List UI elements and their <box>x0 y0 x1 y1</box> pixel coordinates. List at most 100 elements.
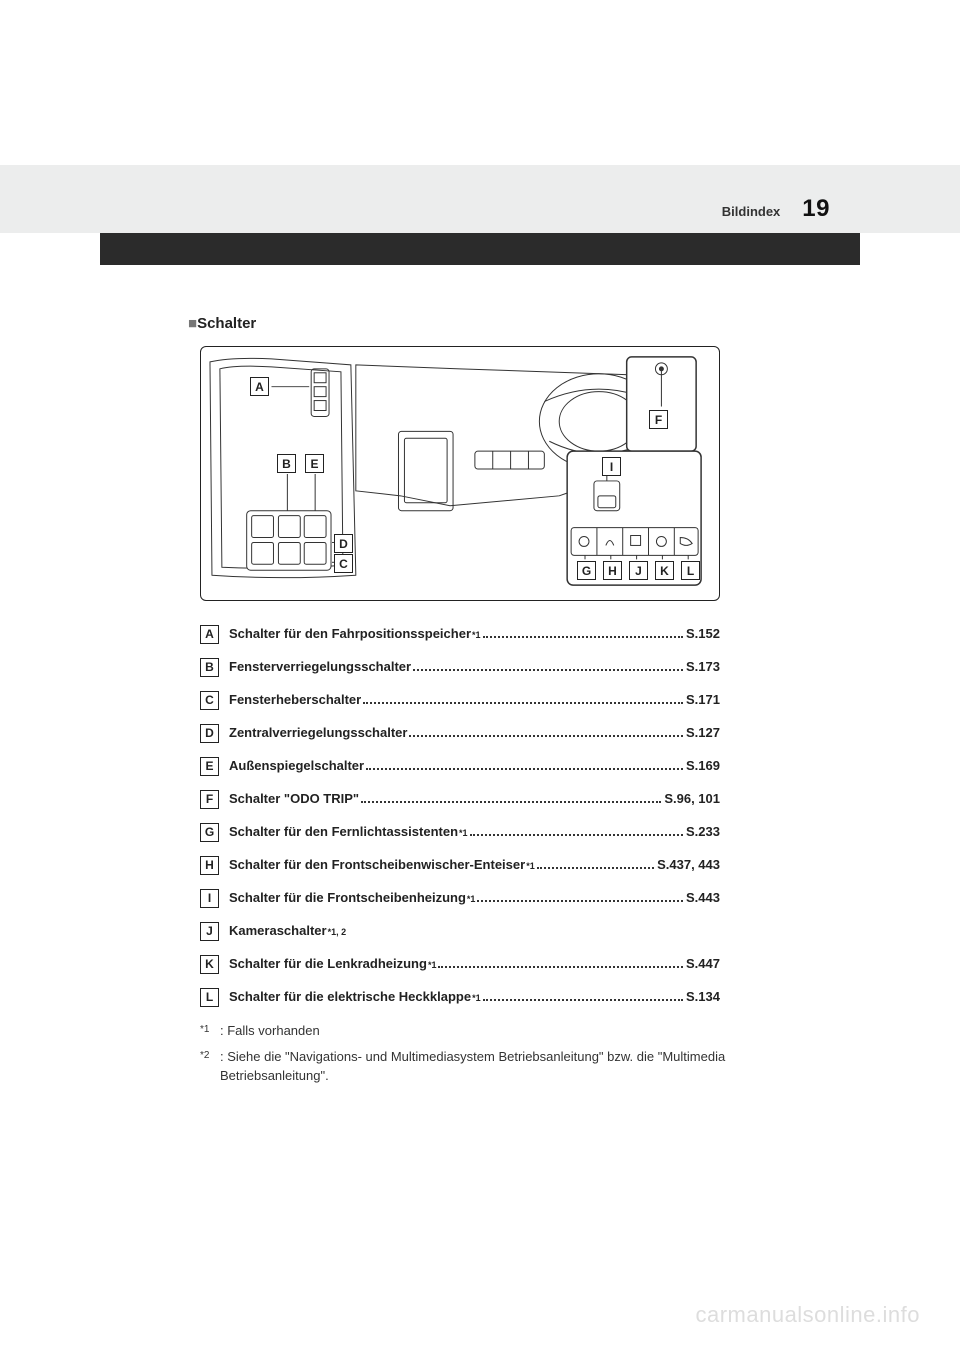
list-superscript: *1 <box>428 959 437 972</box>
list-superscript: *1 <box>472 992 481 1005</box>
list-page-ref: S.437, 443 <box>657 856 720 874</box>
diagram-callout-b: B <box>277 454 296 473</box>
list-letter-box: A <box>200 625 219 644</box>
watermark: carmanualsonline.info <box>695 1302 920 1328</box>
diagram-callout-k: K <box>655 561 674 580</box>
section-label: Bildindex <box>722 204 781 219</box>
list-row: G Schalter für den Fernlichtassistenten*1… <box>200 823 720 842</box>
list-page-ref: S.127 <box>686 724 720 742</box>
list-row-text: Schalter für die elektrische Heckklappe*… <box>229 988 720 1006</box>
diagram-callout-i: I <box>602 457 621 476</box>
list-label: Zentralverriegelungsschalter <box>229 724 407 742</box>
page-header: Bildindex 19 <box>722 195 830 223</box>
list-row: L Schalter für die elektrische Heckklappe… <box>200 988 720 1007</box>
list-label: Schalter für den Frontscheibenwischer-En… <box>229 856 525 874</box>
list-label: Fensterheberschalter <box>229 691 361 709</box>
list-superscript: *1 <box>526 860 535 873</box>
list-superscript: *1, 2 <box>328 926 347 939</box>
list-page-ref: S.152 <box>686 625 720 643</box>
list-row-text: Zentralverriegelungsschalter S.127 <box>229 724 720 742</box>
list-letter-box: E <box>200 757 219 776</box>
list-row: B Fensterverriegelungsschalter S.173 <box>200 658 720 677</box>
list-row-text: Schalter für den Fahrpositionsspeicher*1… <box>229 625 720 643</box>
list-letter-box: L <box>200 988 219 1007</box>
list-label: Schalter für die elektrische Heckklappe <box>229 988 471 1006</box>
page-number: 19 <box>802 195 830 223</box>
list-label: Schalter "ODO TRIP" <box>229 790 359 808</box>
footnote-text: : Siehe die "Navigations- und Multimedia… <box>220 1047 740 1086</box>
list-row: E Außenspiegelschalter S.169 <box>200 757 720 776</box>
list-letter-box: I <box>200 889 219 908</box>
diagram-callout-a: A <box>250 377 269 396</box>
diagram-callout-c: C <box>334 554 353 573</box>
leader-dots <box>361 801 661 803</box>
list-letter-box: D <box>200 724 219 743</box>
leader-dots <box>366 768 683 770</box>
list-page-ref: S.443 <box>686 889 720 907</box>
list-superscript: *1 <box>467 893 476 906</box>
leader-dots <box>537 867 654 869</box>
list-row-text: Kameraschalter*1, 2 <box>229 922 720 940</box>
list-row: K Schalter für die Lenkradheizung*1 S.447 <box>200 955 720 974</box>
list-row-text: Schalter für den Frontscheibenwischer-En… <box>229 856 720 874</box>
list-label: Kameraschalter <box>229 922 327 940</box>
list-label: Fensterverriegelungsschalter <box>229 658 411 676</box>
list-letter-box: C <box>200 691 219 710</box>
list-row-text: Schalter "ODO TRIP" S.96, 101 <box>229 790 720 808</box>
page: Bildindex 19 ■Schalter <box>0 0 960 1358</box>
leader-dots <box>483 999 683 1001</box>
list-label: Schalter für die Frontscheibenheizung <box>229 889 466 907</box>
list-row: I Schalter für die Frontscheibenheizung*1… <box>200 889 720 908</box>
diagram-callout-d: D <box>334 534 353 553</box>
list-row-text: Schalter für die Frontscheibenheizung*1 S… <box>229 889 720 907</box>
leader-dots <box>470 834 683 836</box>
list-letter-box: B <box>200 658 219 677</box>
list-letter-box: H <box>200 856 219 875</box>
list-row-text: Außenspiegelschalter S.169 <box>229 757 720 775</box>
subtitle-marker: ■ <box>188 315 197 332</box>
diagram-callout-f: F <box>649 410 668 429</box>
footnote-text: : Falls vorhanden <box>220 1021 320 1041</box>
list-page-ref: S.171 <box>686 691 720 709</box>
leader-dots <box>363 702 683 704</box>
list-page-ref: S.233 <box>686 823 720 841</box>
list-page-ref: S.447 <box>686 955 720 973</box>
leader-dots <box>413 669 683 671</box>
diagram-callout-h: H <box>603 561 622 580</box>
list-page-ref: S.96, 101 <box>664 790 720 808</box>
footnote: *1: Falls vorhanden <box>200 1021 740 1041</box>
list-row-text: Schalter für den Fernlichtassistenten*1 S… <box>229 823 720 841</box>
list-label: Schalter für den Fernlichtassistenten <box>229 823 458 841</box>
list-page-ref: S.169 <box>686 757 720 775</box>
list-letter-box: F <box>200 790 219 809</box>
list-row: C Fensterheberschalter S.171 <box>200 691 720 710</box>
subtitle-text: Schalter <box>197 315 256 332</box>
list-label: Außenspiegelschalter <box>229 757 364 775</box>
leader-dots <box>438 966 683 968</box>
header-black-band <box>100 233 860 265</box>
footnote-mark: *1 <box>200 1021 218 1037</box>
footnote-mark: *2 <box>200 1047 218 1063</box>
list-row-text: Schalter für die Lenkradheizung*1 S.447 <box>229 955 720 973</box>
footnote: *2: Siehe die "Navigations- und Multimed… <box>200 1047 740 1086</box>
list-label: Schalter für die Lenkradheizung <box>229 955 427 973</box>
list-superscript: *1 <box>472 629 481 642</box>
list-letter-box: J <box>200 922 219 941</box>
list-page-ref: S.173 <box>686 658 720 676</box>
list-row: D Zentralverriegelungsschalter S.127 <box>200 724 720 743</box>
leader-dots <box>483 636 684 638</box>
list-superscript: *1 <box>459 827 468 840</box>
diagram-callout-l: L <box>681 561 700 580</box>
list-row: J Kameraschalter*1, 2 <box>200 922 720 941</box>
subtitle: ■Schalter <box>188 315 830 332</box>
content-area: ■Schalter <box>200 315 830 1086</box>
leader-dots <box>409 735 683 737</box>
list-letter-box: G <box>200 823 219 842</box>
diagram-callout-e: E <box>305 454 324 473</box>
list-label: Schalter für den Fahrpositionsspeicher <box>229 625 471 643</box>
list-row-text: Fensterheberschalter S.171 <box>229 691 720 709</box>
list-row-text: Fensterverriegelungsschalter S.173 <box>229 658 720 676</box>
list-row: A Schalter für den Fahrpositionsspeicher*… <box>200 625 720 644</box>
list-letter-box: K <box>200 955 219 974</box>
footnotes: *1: Falls vorhanden*2: Siehe die "Naviga… <box>200 1021 740 1086</box>
